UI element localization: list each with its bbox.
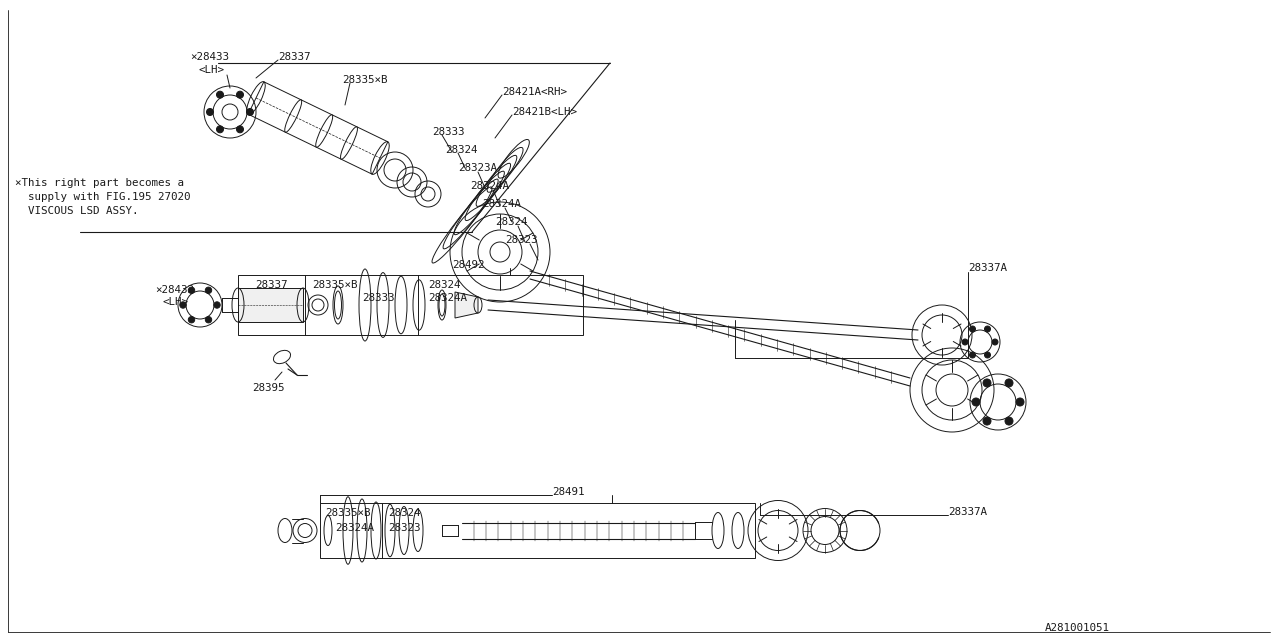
Text: 28323: 28323 [506, 235, 538, 245]
Text: 28324: 28324 [495, 217, 527, 227]
Circle shape [247, 109, 253, 115]
Text: 28337: 28337 [278, 52, 311, 62]
Text: 28421A<RH>: 28421A<RH> [502, 87, 567, 97]
Text: 28324A: 28324A [483, 199, 521, 209]
Circle shape [1005, 379, 1012, 387]
Text: ×28433: ×28433 [155, 285, 195, 295]
Circle shape [237, 126, 243, 133]
Text: <LH>: <LH> [163, 297, 188, 307]
Text: 28395: 28395 [252, 383, 284, 393]
Bar [320, 503, 755, 558]
Bar [238, 275, 582, 335]
Text: 28324A: 28324A [428, 293, 467, 303]
Text: 28324A: 28324A [470, 181, 509, 191]
Text: 28337A: 28337A [948, 507, 987, 517]
Circle shape [1005, 417, 1012, 425]
Text: 28492: 28492 [452, 260, 485, 270]
Circle shape [237, 91, 243, 98]
Circle shape [205, 287, 211, 294]
Text: 28323: 28323 [388, 523, 421, 533]
Text: ×28433: ×28433 [189, 52, 229, 62]
Polygon shape [454, 292, 477, 318]
Circle shape [983, 379, 991, 387]
Text: 28323A: 28323A [458, 163, 497, 173]
Circle shape [179, 302, 186, 308]
Circle shape [214, 302, 220, 308]
Text: 28335×B: 28335×B [312, 280, 357, 290]
Circle shape [969, 352, 975, 358]
Text: 28324: 28324 [428, 280, 461, 290]
Circle shape [984, 326, 991, 332]
Circle shape [984, 352, 991, 358]
Text: 28335×B: 28335×B [342, 75, 388, 85]
Text: <LH>: <LH> [198, 65, 224, 75]
Circle shape [188, 317, 195, 323]
Circle shape [188, 287, 195, 294]
Text: ×This right part becomes a
  supply with FIG.195 27020
  VISCOUS LSD ASSY.: ×This right part becomes a supply with F… [15, 178, 191, 216]
Bar [238, 288, 303, 322]
Circle shape [972, 398, 980, 406]
Text: 28337A: 28337A [968, 263, 1007, 273]
Text: 28324A: 28324A [335, 523, 374, 533]
Text: A281001051: A281001051 [1044, 623, 1110, 633]
Circle shape [969, 326, 975, 332]
Text: 28324: 28324 [388, 508, 421, 518]
Circle shape [216, 126, 224, 133]
Text: 28491: 28491 [552, 487, 585, 497]
Text: 28333: 28333 [362, 293, 394, 303]
Text: 28324: 28324 [445, 145, 477, 155]
Circle shape [206, 109, 214, 115]
Circle shape [205, 317, 211, 323]
Circle shape [1016, 398, 1024, 406]
Text: 28337: 28337 [255, 280, 288, 290]
Circle shape [983, 417, 991, 425]
Text: 28335×B: 28335×B [325, 508, 370, 518]
Circle shape [992, 339, 998, 345]
Text: 28333: 28333 [433, 127, 465, 137]
Circle shape [963, 339, 968, 345]
Circle shape [216, 91, 224, 98]
Text: 28421B<LH>: 28421B<LH> [512, 107, 577, 117]
